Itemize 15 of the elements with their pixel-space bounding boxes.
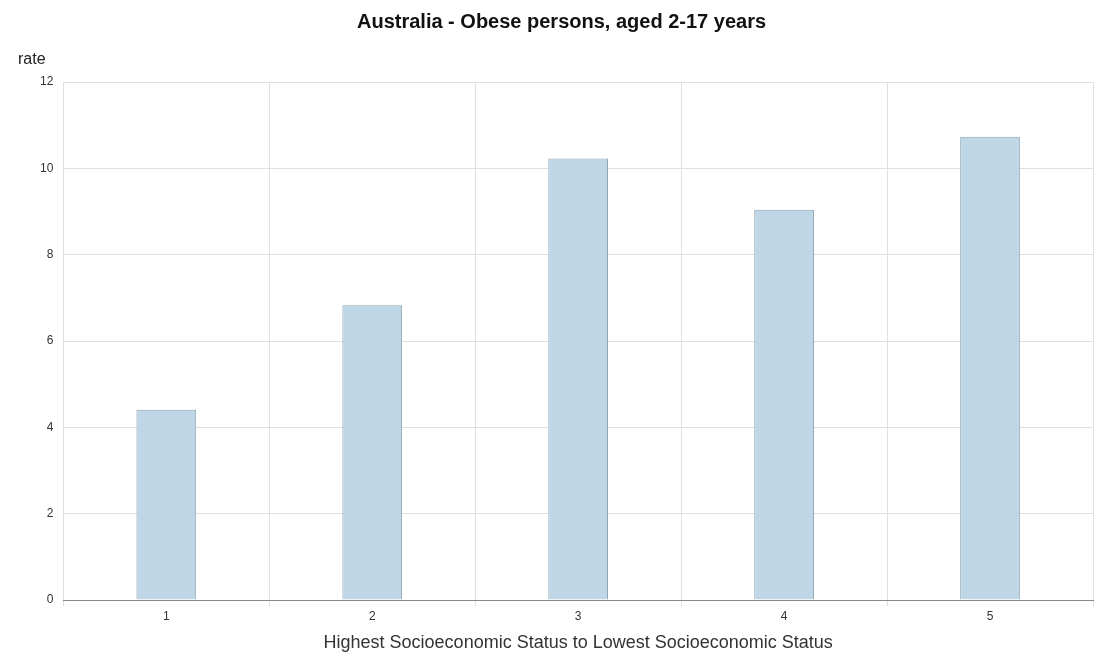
y-tick-label: 6 (46, 333, 54, 348)
y-tick-label: 12 (39, 74, 54, 89)
y-tick-label: 10 (39, 160, 54, 175)
y-tick-label: 0 (46, 592, 54, 607)
y-tick-label: 8 (46, 246, 54, 261)
chart-title: Australia - Obese persons, aged 2-17 years (356, 9, 767, 32)
x-tick-label: 5 (986, 608, 994, 623)
x-tick-label: 3 (574, 608, 582, 623)
y-axis-title: rate (18, 50, 46, 68)
y-tick-label: 4 (46, 419, 54, 434)
x-axis-title: Highest Socioeconomic Status to Lowest Socioeconomic Status (323, 632, 833, 653)
x-tick-label: 2 (368, 608, 376, 623)
x-tick-label: 4 (780, 608, 788, 623)
x-tick-label: 1 (162, 608, 170, 623)
y-tick-label: 2 (46, 505, 54, 520)
